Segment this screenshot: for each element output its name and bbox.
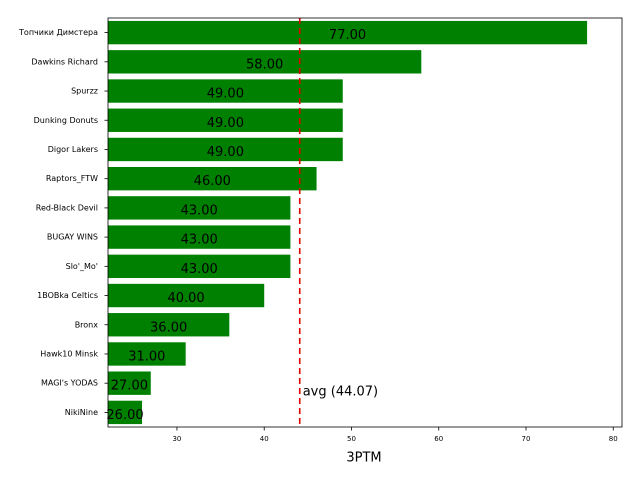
value-label: 43.00 bbox=[181, 203, 218, 218]
y-tick-label: Dunking Donuts bbox=[34, 116, 98, 125]
bar bbox=[108, 225, 291, 249]
y-tick-label: NikiNine bbox=[65, 408, 98, 417]
bar bbox=[108, 79, 343, 103]
value-label: 31.00 bbox=[128, 349, 165, 364]
value-label: 43.00 bbox=[181, 233, 218, 248]
bar bbox=[108, 371, 151, 395]
value-label: 49.00 bbox=[207, 87, 244, 102]
y-tick-label: 1BOBka Celtics bbox=[37, 291, 98, 300]
bar bbox=[108, 50, 422, 74]
y-tick-label: Spurzz bbox=[71, 87, 98, 96]
x-tick-label: 40 bbox=[260, 435, 269, 443]
bar bbox=[108, 342, 186, 366]
y-tick-label: Dawkins Richard bbox=[31, 57, 98, 66]
value-label: 49.00 bbox=[207, 145, 244, 160]
value-label: 43.00 bbox=[181, 262, 218, 277]
y-tick-label: MAGI's YODAS bbox=[41, 379, 98, 388]
y-tick-label: Slo'_Mo' bbox=[66, 262, 98, 271]
bar bbox=[108, 283, 265, 308]
value-label: 36.00 bbox=[150, 320, 187, 335]
value-label: 49.00 bbox=[207, 116, 244, 131]
plot-frame bbox=[107, 17, 623, 428]
bar bbox=[108, 254, 291, 279]
x-tick-label: 60 bbox=[434, 435, 443, 443]
x-tick-label: 70 bbox=[522, 435, 531, 443]
y-tick-label: Топчики Димстера bbox=[18, 28, 98, 37]
average-label: avg (44.07) bbox=[303, 385, 378, 400]
bar bbox=[108, 196, 291, 220]
y-tick-label: Hawk10 Minsk bbox=[40, 349, 98, 358]
value-label: 40.00 bbox=[167, 291, 204, 306]
y-tick-label: Raptors_FTW bbox=[46, 174, 98, 183]
bar bbox=[108, 137, 343, 162]
value-label: 46.00 bbox=[194, 174, 231, 189]
x-tick-label: 80 bbox=[609, 435, 618, 443]
bar bbox=[108, 20, 588, 45]
y-tick-label: Red-Black Devil bbox=[36, 203, 98, 212]
value-label: 26.00 bbox=[106, 408, 143, 423]
value-label: 77.00 bbox=[329, 28, 366, 43]
x-tick-label: 30 bbox=[172, 435, 181, 443]
x-tick-label: 50 bbox=[347, 435, 356, 443]
y-tick-label: Digor Lakers bbox=[48, 145, 98, 154]
bar bbox=[108, 166, 317, 191]
value-label: 27.00 bbox=[111, 379, 148, 394]
bar bbox=[108, 108, 343, 132]
bar bbox=[108, 313, 230, 337]
y-tick-label: BUGAY WINS bbox=[47, 233, 98, 242]
bar bbox=[108, 400, 143, 425]
y-tick-label: Bronx bbox=[75, 320, 99, 329]
x-axis-label: 3PTM bbox=[346, 451, 381, 466]
value-label: 58.00 bbox=[246, 57, 283, 72]
